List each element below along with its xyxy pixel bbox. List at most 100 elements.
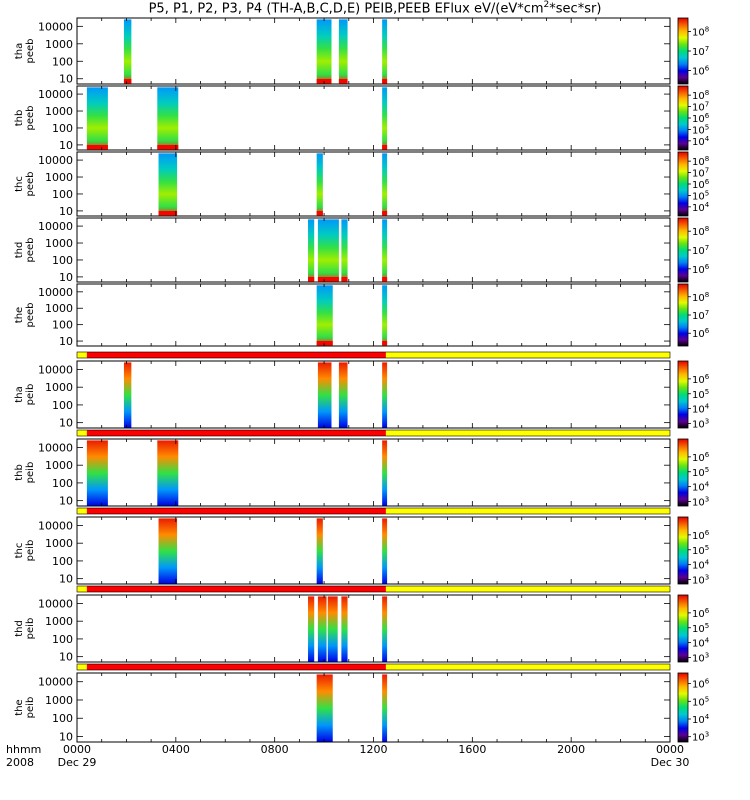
- colorbar-tick-label: 106: [692, 64, 710, 77]
- colorbar-tick-label: 106: [692, 327, 710, 340]
- x-tick-label: 1200: [360, 743, 388, 756]
- colorbar-tick-label: 108: [692, 225, 709, 238]
- data-block: [123, 19, 132, 84]
- y-tick-label: 10000: [38, 363, 73, 376]
- y-tick-label: 10000: [38, 597, 73, 610]
- data-block: [382, 362, 388, 428]
- colorbar-tick-label: 103: [692, 652, 709, 665]
- panel-probe-label: thb: [14, 464, 25, 481]
- y-tick-label: 100: [52, 477, 73, 490]
- x-tick-label: 0400: [162, 743, 190, 756]
- y-tick-label: 10: [59, 73, 73, 86]
- data-block: [316, 285, 333, 346]
- y-tick-label: 1000: [45, 171, 73, 184]
- colorbar-tick-label: 105: [692, 123, 709, 136]
- y-tick-label: 1000: [45, 302, 73, 315]
- panel-probe-label: thd: [14, 242, 25, 259]
- y-tick-label: 10000: [38, 154, 73, 167]
- panel-probe-label: thc: [14, 543, 25, 559]
- colorbar: [677, 17, 689, 85]
- y-tick-label: 100: [52, 712, 73, 725]
- panel-product-label: peib: [25, 697, 36, 719]
- y-tick-label: 10: [59, 731, 73, 744]
- y-tick-label: 1000: [45, 459, 73, 472]
- colorbar-tick-label: 106: [692, 678, 710, 691]
- colorbar-tick-label: 104: [692, 559, 710, 572]
- colorbar-tick-label: 105: [692, 466, 709, 479]
- x-axis-label: hhmm: [6, 743, 41, 756]
- y-tick-label: 10000: [38, 20, 73, 33]
- panel-product-label: peeb: [25, 106, 36, 131]
- panel-thc-peib: 10 100 1000 10000 thc peib 103 104 105 106: [14, 507, 710, 587]
- panel-product-label: peib: [25, 540, 36, 562]
- panel-product-label: peeb: [25, 39, 36, 64]
- data-block: [382, 153, 388, 216]
- data-block: [316, 674, 333, 742]
- panel-product-label: peib: [25, 462, 36, 484]
- x-tick-label: 1600: [458, 743, 486, 756]
- figure-title-prefix: P5, P1, P2, P3, P4 (TH-A,B,C,D,E) PEIB,P…: [148, 1, 544, 17]
- colorbar: [677, 217, 689, 283]
- y-tick-label: 10000: [38, 88, 73, 101]
- y-tick-label: 100: [52, 55, 73, 68]
- data-block: [158, 518, 178, 584]
- colorbar: [677, 438, 689, 507]
- data-block: [157, 440, 179, 506]
- y-tick-label: 10: [59, 139, 73, 152]
- start-date-label: Dec 29: [58, 756, 97, 769]
- data-block-base: [308, 277, 315, 281]
- data-block: [123, 362, 132, 428]
- panel-probe-label: the: [14, 699, 25, 715]
- status-bar-frame: [76, 429, 671, 437]
- data-block: [382, 285, 388, 346]
- data-block-base: [341, 277, 348, 281]
- colorbar: [677, 283, 689, 347]
- panel-the-peeb: 10 100 1000 10000 the peeb 106 107 108: [14, 283, 710, 348]
- colorbar-tick-label: 104: [692, 481, 710, 494]
- colorbar-tick-label: 103: [692, 496, 709, 509]
- data-block: [308, 219, 315, 282]
- data-block: [338, 19, 348, 84]
- panel-frame: [76, 17, 671, 85]
- panel-probe-label: thd: [14, 620, 25, 637]
- colorbar-tick-label: 105: [692, 695, 709, 708]
- colorbar-tick-label: 103: [692, 731, 709, 744]
- y-tick-label: 10: [59, 573, 73, 586]
- data-block: [382, 674, 388, 742]
- y-tick-label: 1000: [45, 381, 73, 394]
- panel-product-label: peeb: [25, 303, 36, 328]
- colorbar-tick-label: 108: [692, 26, 709, 39]
- colorbar-tick-label: 106: [692, 263, 710, 276]
- colorbar-tick-label: 106: [692, 529, 710, 542]
- panel-product-label: peib: [25, 384, 36, 406]
- panel-probe-label: tha: [14, 386, 25, 402]
- data-block-base: [382, 277, 388, 281]
- y-tick-label: 100: [52, 319, 73, 332]
- data-block-base: [382, 145, 388, 149]
- panel-product-label: peeb: [25, 238, 36, 263]
- data-block: [316, 518, 323, 584]
- x-tick-label: 0000: [656, 743, 684, 756]
- y-tick-label: 10: [59, 205, 73, 218]
- panel-probe-label: thb: [14, 110, 25, 127]
- status-bar-frame: [76, 663, 671, 671]
- panel-frame: [76, 360, 671, 429]
- x-tick-label: 0800: [261, 743, 289, 756]
- colorbar-tick-label: 108: [692, 291, 709, 304]
- colorbar: [677, 594, 689, 663]
- data-block: [327, 596, 338, 662]
- colorbar-tick-label: 105: [692, 189, 709, 202]
- status-bar-red: [86, 430, 386, 436]
- y-tick-label: 10: [59, 335, 73, 348]
- data-block: [316, 19, 332, 84]
- data-block: [158, 153, 178, 216]
- data-block: [316, 153, 323, 216]
- y-tick-label: 10000: [38, 286, 73, 299]
- y-tick-label: 100: [52, 188, 73, 201]
- data-block: [382, 440, 388, 506]
- colorbar-tick-label: 103: [692, 418, 709, 431]
- data-block: [317, 362, 332, 428]
- status-bar-red: [86, 586, 386, 592]
